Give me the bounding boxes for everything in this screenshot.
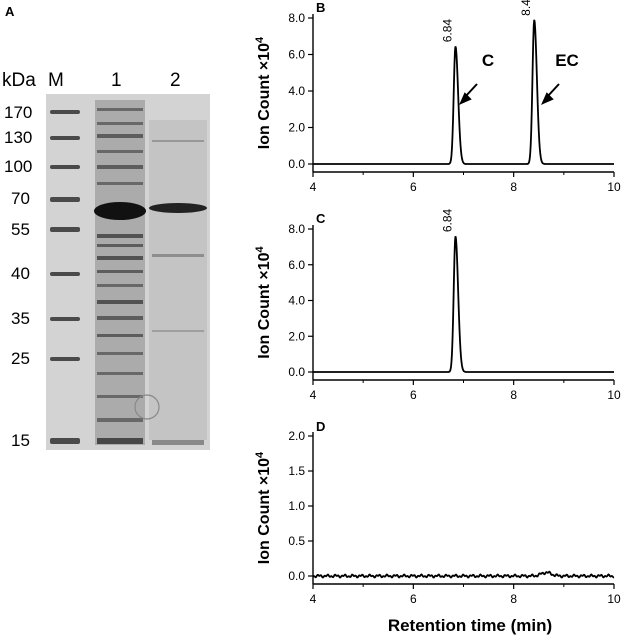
- marker-label-25: 25: [11, 349, 30, 368]
- y-tick-label: 2.0: [288, 121, 305, 135]
- marker-label-15: 15: [11, 431, 30, 450]
- x-tick-label: 6: [410, 592, 417, 606]
- marker-band-25: [50, 357, 80, 361]
- gel-image: [46, 94, 210, 450]
- marker-band-70: [50, 197, 80, 202]
- marker-label-100: 100: [4, 157, 32, 176]
- y-tick-label: 6.0: [288, 48, 305, 62]
- arrow-ec-head: [541, 92, 554, 105]
- marker-bands: [50, 110, 80, 444]
- marker-band-100: [50, 165, 80, 169]
- x-tick-label: 6: [410, 388, 417, 402]
- x-tick-label: 6: [410, 180, 417, 194]
- marker-band-130: [50, 136, 80, 140]
- y-axis-title: Ion Count ×104: [254, 245, 273, 358]
- x-tick-label: 4: [310, 388, 317, 402]
- y-tick-label: 8.0: [288, 11, 305, 25]
- marker-label-35: 35: [11, 309, 30, 328]
- x-tick-label: 4: [310, 592, 317, 606]
- marker-band-55: [50, 227, 80, 232]
- lane-2-smear: [149, 120, 207, 440]
- y-axis-title: Ion Count ×104: [254, 36, 273, 149]
- kda-label: kDa: [2, 70, 36, 91]
- panel-c-chromatogram: 4 6 8 10 0.0 2.0 4.0 6.0 8.0 Ion Count ×104 C 6.84: [254, 208, 621, 402]
- panel-b-chromatogram: 4 6 8 10 0.0 2.0 4.0 6.0 8.0 Ion Count ×104 B 6.84 8…: [254, 0, 621, 194]
- panel-d-chromatogram: 4 6 8 10 0.0 0.5 1.0 1.5 2.0 Ion Count ×104 D: [254, 419, 621, 606]
- marker-label-40: 40: [11, 264, 30, 283]
- marker-label-170: 170: [4, 103, 32, 122]
- y-tick-label: 0.0: [288, 569, 305, 583]
- compound-annotation: C: [482, 51, 494, 70]
- x-tick-label: 10: [607, 180, 621, 194]
- peak-rt-label: 6.84: [440, 208, 454, 232]
- lane-label-1: 1: [111, 70, 122, 91]
- marker-band-170: [50, 110, 80, 114]
- x-tick-label: 8: [510, 180, 517, 194]
- marker-label-55: 55: [11, 220, 30, 239]
- peak-rt-label: 8.41: [519, 0, 533, 16]
- panel-label: D: [316, 419, 325, 434]
- overexpressed-band-lane-1: [94, 202, 146, 220]
- arrow-c-head: [459, 92, 472, 105]
- kda-marker-labels: 170 130 100 70 55 40 35 25 15: [4, 103, 32, 450]
- marker-band-15: [50, 438, 80, 444]
- gel-bubble: [134, 394, 160, 420]
- x-tick-label: 8: [510, 592, 517, 606]
- chromatogram-trace: [313, 19, 614, 165]
- y-tick-label: 6.0: [288, 258, 305, 272]
- marker-band-40: [50, 272, 80, 276]
- chromatogram-trace: [312, 570, 615, 579]
- y-tick-label: 0.0: [288, 365, 305, 379]
- marker-label-70: 70: [11, 189, 30, 208]
- y-tick-label: 1.5: [288, 464, 305, 478]
- y-tick-label: 4.0: [288, 294, 305, 308]
- x-tick-label: 8: [510, 388, 517, 402]
- panel-a: A kDa M 1 2 170 130 100 70 55 40 35 25 1…: [2, 4, 210, 450]
- y-tick-label: 2.0: [288, 429, 305, 443]
- x-tick-label: 4: [310, 180, 317, 194]
- compound-annotation: EC: [555, 51, 579, 70]
- peak-arrows: [459, 83, 560, 105]
- marker-band-35: [50, 317, 80, 321]
- lane-label-m: M: [48, 70, 64, 91]
- y-tick-label: 0.0: [288, 157, 305, 171]
- lane-2-bands: [152, 140, 204, 445]
- peak-rt-label: 6.84: [440, 19, 454, 43]
- chromatogram-trace: [313, 235, 614, 373]
- panel-a-label: A: [5, 4, 15, 19]
- x-axis-title: Retention time (min): [388, 616, 552, 635]
- y-tick-label: 4.0: [288, 84, 305, 98]
- y-tick-label: 0.5: [288, 534, 305, 548]
- y-tick-label: 8.0: [288, 222, 305, 236]
- x-tick-label: 10: [607, 592, 621, 606]
- x-tick-label: 10: [607, 388, 621, 402]
- y-tick-label: 2.0: [288, 329, 305, 343]
- panel-label: C: [316, 211, 326, 226]
- overexpressed-band-lane-2: [149, 203, 207, 213]
- marker-label-130: 130: [4, 128, 32, 147]
- y-tick-label: 1.0: [288, 499, 305, 513]
- panel-label: B: [316, 0, 325, 15]
- lane-1-bands: [97, 108, 143, 444]
- y-axis-title: Ion Count ×104: [254, 451, 273, 564]
- lane-label-2: 2: [170, 70, 181, 91]
